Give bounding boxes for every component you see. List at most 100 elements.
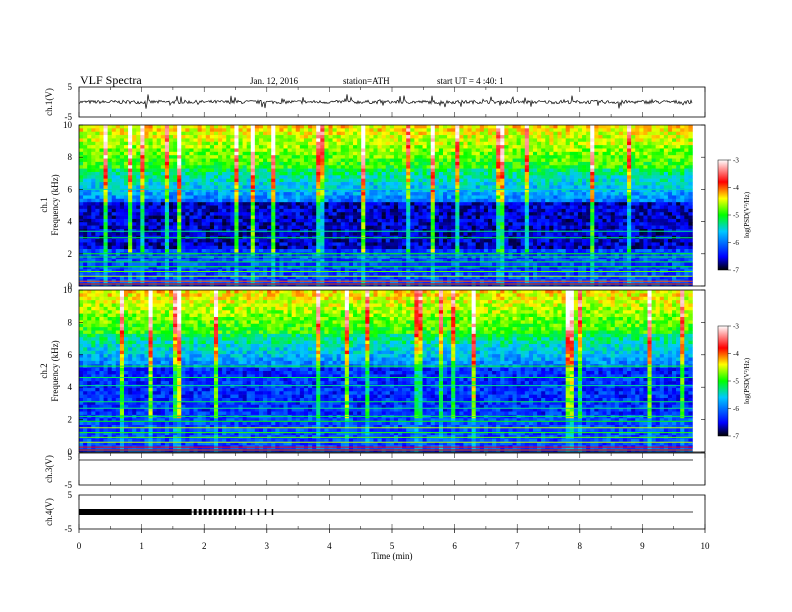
spec1-cell	[659, 151, 665, 156]
spec1-cell	[168, 178, 174, 183]
spec1-cell	[549, 128, 554, 132]
spec1-cell	[606, 151, 611, 156]
spec1-cell	[647, 131, 652, 136]
spec1-cell	[209, 188, 215, 193]
spec1-cell	[590, 218, 595, 223]
spec1-cell	[213, 182, 219, 186]
spec1-cell	[254, 198, 260, 203]
spec1-cell	[156, 161, 162, 166]
spec1-cell	[672, 212, 677, 216]
spec1-cell	[123, 125, 129, 129]
spec1-cell	[504, 128, 509, 132]
spec1-cell	[500, 198, 505, 203]
spec1-cell	[201, 125, 207, 129]
spec1-cell	[340, 135, 346, 139]
spec1-cell	[201, 171, 207, 176]
spec1-cell	[328, 195, 333, 200]
spec1-cell	[573, 141, 579, 146]
spec1-cell	[83, 202, 88, 206]
spec1-cell	[320, 202, 325, 206]
spec1-cell	[627, 192, 632, 196]
spec1-cell	[279, 171, 284, 176]
spec1-cell	[487, 171, 493, 176]
spec1-cell	[254, 232, 260, 236]
spec1-cell	[353, 161, 358, 166]
spec1-cell	[152, 148, 158, 153]
spec1-cell	[365, 165, 370, 169]
spec1-cell	[663, 175, 669, 179]
spec1-cell	[410, 215, 415, 220]
spec1-cell	[238, 145, 243, 149]
spec1-cell	[610, 202, 616, 206]
spec1-cell	[434, 215, 440, 220]
spec1-cell	[451, 138, 456, 143]
spec1-cell	[614, 178, 620, 183]
spec1-cell	[369, 148, 374, 153]
spec1-cell	[398, 198, 403, 203]
spec1-cell	[667, 222, 673, 226]
spec1-cell	[418, 218, 423, 223]
spec1-cell	[234, 215, 239, 220]
spec1-cell	[83, 128, 88, 132]
spec1-cell	[459, 151, 464, 156]
spec1-cell	[234, 151, 239, 156]
spec1-cell	[577, 202, 583, 206]
spec1-cell	[557, 158, 562, 163]
spec1-cell	[156, 185, 162, 190]
spec1-cell	[643, 202, 648, 206]
spec1-cell	[479, 158, 485, 163]
spec1-cell	[381, 168, 387, 173]
spec1-cell	[381, 215, 387, 220]
spec1-cell	[659, 192, 665, 196]
spec1-cell	[377, 178, 382, 183]
spec1-cell	[586, 128, 591, 132]
spec1-cell	[532, 125, 538, 129]
spec1-cell	[606, 188, 611, 193]
spec1-cell	[402, 182, 407, 186]
spec1-cell	[283, 175, 288, 179]
spec1-cell	[344, 135, 350, 139]
spec1-cell	[336, 151, 342, 156]
spec1-cell	[218, 141, 223, 146]
spec1-cell	[365, 175, 370, 179]
spec1-cell	[672, 158, 677, 163]
spec1-cell	[144, 138, 149, 143]
spec1-cell	[577, 212, 583, 216]
spec1-cell	[467, 185, 472, 190]
spec1-cell	[136, 135, 141, 139]
spec1-cell	[287, 141, 292, 146]
spec1-cell	[103, 125, 108, 129]
spec1-cell	[418, 131, 423, 136]
spec1-cell	[361, 195, 366, 200]
spec1-cell	[95, 135, 100, 139]
spec1-cell	[193, 218, 198, 223]
spec1-cell	[168, 128, 174, 132]
spec1-cell	[103, 188, 108, 193]
spec1-cell	[91, 148, 96, 153]
spec1-cell	[226, 225, 231, 230]
spec1-cell	[344, 212, 350, 216]
spec1-cell	[537, 168, 542, 173]
spec1-cell	[83, 145, 88, 149]
spec1-cell	[283, 192, 288, 196]
spec1-cell	[414, 161, 419, 166]
spec1-cell	[254, 165, 260, 169]
spec1-cell	[185, 198, 190, 203]
spec1-cell	[201, 218, 207, 223]
spec1-cell	[676, 135, 681, 139]
spec1-cell	[537, 175, 542, 179]
spec1-cell	[136, 225, 141, 230]
spec1-cell	[672, 202, 677, 206]
spec1-cell	[328, 215, 333, 220]
spec1-cell	[230, 161, 235, 166]
spec1-cell	[193, 171, 198, 176]
spec1-cell	[561, 168, 566, 173]
spec1-cell	[561, 125, 566, 129]
spec1-cell	[128, 202, 133, 206]
spec1-cell	[132, 145, 137, 149]
spec1-cell	[389, 205, 395, 210]
spec1-cell	[528, 218, 534, 223]
spec1-cell	[631, 165, 636, 169]
spec1-cell	[430, 178, 436, 183]
